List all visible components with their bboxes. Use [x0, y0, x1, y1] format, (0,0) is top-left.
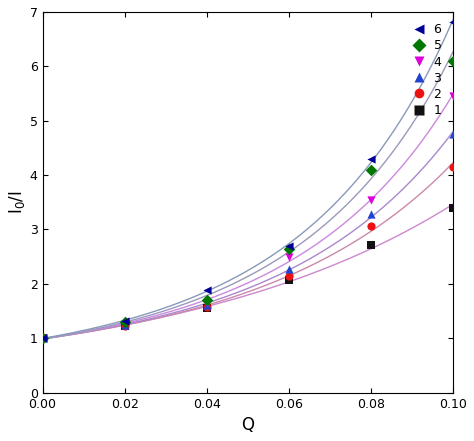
Point — [367, 155, 375, 162]
Point — [121, 319, 128, 326]
Point — [449, 164, 457, 171]
Point — [203, 299, 210, 306]
Point — [449, 204, 457, 211]
Point — [285, 253, 293, 260]
Legend: 6, 5, 4, 3, 2, 1: 6, 5, 4, 3, 2, 1 — [401, 18, 447, 122]
Point — [39, 335, 46, 342]
Point — [39, 335, 46, 342]
Y-axis label: I$_0$/I: I$_0$/I — [7, 191, 27, 214]
Point — [367, 222, 375, 229]
Point — [285, 277, 293, 284]
Point — [121, 318, 128, 325]
Point — [121, 322, 128, 329]
Point — [449, 57, 457, 64]
X-axis label: Q: Q — [241, 416, 255, 434]
Point — [367, 241, 375, 248]
Point — [39, 335, 46, 342]
Point — [367, 211, 375, 218]
Point — [39, 335, 46, 342]
Point — [367, 166, 375, 173]
Point — [39, 335, 46, 342]
Point — [121, 321, 128, 328]
Point — [285, 242, 293, 249]
Point — [203, 287, 210, 294]
Point — [203, 297, 210, 304]
Point — [203, 303, 210, 310]
Point — [367, 196, 375, 203]
Point — [203, 301, 210, 308]
Point — [203, 305, 210, 312]
Point — [121, 320, 128, 327]
Point — [449, 18, 457, 25]
Point — [121, 323, 128, 330]
Point — [449, 93, 457, 100]
Point — [285, 245, 293, 252]
Point — [449, 131, 457, 138]
Point — [285, 265, 293, 273]
Point — [285, 272, 293, 279]
Point — [39, 335, 46, 342]
